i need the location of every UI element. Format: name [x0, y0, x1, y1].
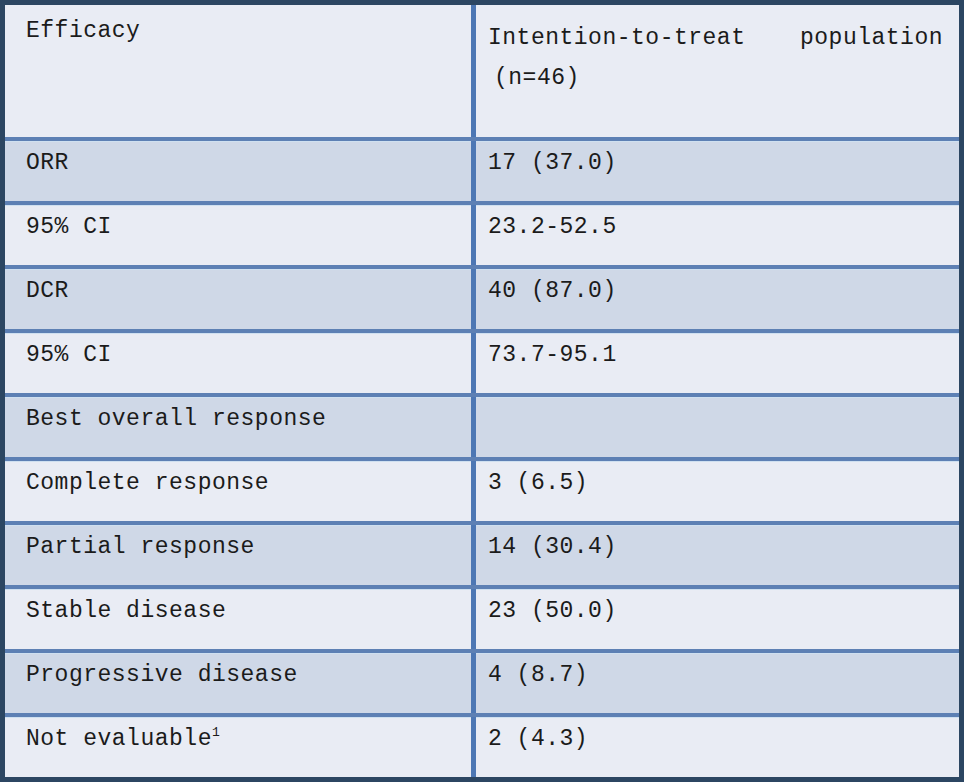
- row-value: 14 (30.4): [476, 525, 959, 585]
- table-row-orr-ci: 95% CI 23.2-52.5: [5, 201, 959, 265]
- header-efficacy-label: Efficacy: [26, 18, 140, 44]
- table-row-not-evaluable: Not evaluable1 2 (4.3): [5, 713, 959, 777]
- row-label: Partial response: [5, 525, 476, 585]
- table-row-dcr-ci: 95% CI 73.7-95.1: [5, 329, 959, 393]
- header-cell-efficacy: Efficacy: [5, 5, 476, 137]
- row-value: 4 (8.7): [476, 653, 959, 713]
- table-row-complete-response: Complete response 3 (6.5): [5, 457, 959, 521]
- table-row-partial-response: Partial response 14 (30.4): [5, 521, 959, 585]
- row-value: 17 (37.0): [476, 141, 959, 201]
- header-n-label: (n=46): [488, 58, 943, 98]
- header-itt-label: Intention-to-treat: [488, 18, 745, 58]
- table-row-best-overall-response: Best overall response: [5, 393, 959, 457]
- row-label: 95% CI: [5, 333, 476, 393]
- row-value: 40 (87.0): [476, 269, 959, 329]
- header-population-label: population: [800, 18, 943, 58]
- row-value: 23.2-52.5: [476, 205, 959, 265]
- table-header-row: Efficacy Intention-to-treat population (…: [5, 5, 959, 137]
- header-population-line1: Intention-to-treat population: [488, 18, 943, 58]
- row-value: 3 (6.5): [476, 461, 959, 521]
- footnote-marker: 1: [212, 725, 220, 740]
- table-row-progressive-disease: Progressive disease 4 (8.7): [5, 649, 959, 713]
- table-row-orr: ORR 17 (37.0): [5, 137, 959, 201]
- row-label-text: Not evaluable: [26, 726, 212, 752]
- row-label: Complete response: [5, 461, 476, 521]
- row-label: Not evaluable1: [5, 717, 476, 777]
- table-row-dcr: DCR 40 (87.0): [5, 265, 959, 329]
- row-value: 73.7-95.1: [476, 333, 959, 393]
- row-value: 2 (4.3): [476, 717, 959, 777]
- efficacy-table: Efficacy Intention-to-treat population (…: [0, 0, 964, 782]
- row-label: ORR: [5, 141, 476, 201]
- row-label: Best overall response: [5, 397, 476, 457]
- row-label: 95% CI: [5, 205, 476, 265]
- row-value: [476, 397, 959, 457]
- row-label: DCR: [5, 269, 476, 329]
- row-label: Stable disease: [5, 589, 476, 649]
- header-cell-population: Intention-to-treat population (n=46): [476, 5, 959, 137]
- table-row-stable-disease: Stable disease 23 (50.0): [5, 585, 959, 649]
- row-label: Progressive disease: [5, 653, 476, 713]
- row-value: 23 (50.0): [476, 589, 959, 649]
